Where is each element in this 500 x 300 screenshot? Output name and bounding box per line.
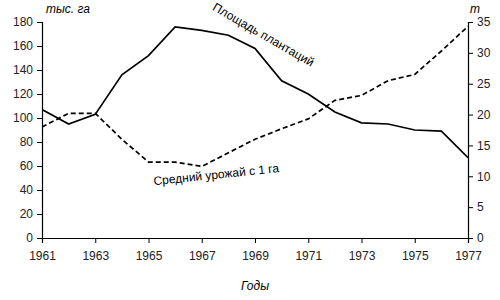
- tick-mark: [468, 207, 473, 208]
- tick-mark: [468, 238, 473, 239]
- tick-label: 15: [477, 139, 491, 153]
- lines: [42, 26, 468, 166]
- tick-mark: [468, 176, 473, 177]
- tick-label: 100: [13, 111, 33, 125]
- tick-label: 10: [477, 170, 491, 184]
- axis-line: [43, 239, 469, 244]
- tick-label: 1975: [402, 249, 429, 263]
- tick-mark: [468, 53, 473, 54]
- tick: 1967: [189, 238, 216, 263]
- tick-mark: [202, 238, 203, 243]
- y-axis: 0 20 40 60 80 100 120 140 160 180: [13, 15, 43, 245]
- tick-mark: [149, 238, 150, 243]
- tick: 1961: [29, 238, 56, 263]
- tick: 1975: [402, 238, 429, 263]
- y2-axis: 0 5 10 15 20 25 30 35: [468, 15, 491, 245]
- tick: 5: [468, 200, 484, 214]
- tick-label: 1965: [136, 249, 163, 263]
- tick: 140: [13, 63, 42, 77]
- tick: 1971: [295, 238, 322, 263]
- tick-mark: [415, 238, 416, 243]
- axis-line: [37, 23, 43, 239]
- tick: 1969: [242, 238, 269, 263]
- tick: 180: [13, 15, 42, 29]
- tick: 60: [20, 159, 42, 173]
- tick-mark: [37, 70, 42, 71]
- tick: 35: [468, 15, 491, 29]
- tick-label: 1963: [82, 249, 109, 263]
- tick: 25: [468, 77, 491, 91]
- tick-label: 1967: [189, 249, 216, 263]
- tick: 120: [13, 87, 42, 101]
- tick-mark: [95, 238, 96, 243]
- tick-label: 140: [13, 63, 33, 77]
- series-label: Площадь плантаций: [210, 0, 316, 69]
- tick-label: 35: [477, 15, 491, 29]
- tick: 40: [20, 183, 42, 197]
- tick: 80: [20, 135, 42, 149]
- series-label: Средний урожай с 1 га: [153, 161, 280, 188]
- tick: 1963: [82, 238, 109, 263]
- tick-label: 1977: [455, 249, 482, 263]
- chart: 1961 1963 1965 1967 1969 1971 1973 1975 1977 0 20 4…: [0, 0, 500, 300]
- y-axis-title: тыс. га: [46, 2, 90, 16]
- tick-mark: [468, 22, 473, 23]
- tick-label: 5: [477, 200, 484, 214]
- tick-label: 30: [477, 46, 491, 60]
- tick: 160: [13, 39, 42, 53]
- plot: 1961 1963 1965 1967 1969 1971 1973 1975 1977 0 20 4…: [13, 0, 491, 263]
- tick: 0: [468, 231, 484, 245]
- tick: 30: [468, 46, 491, 60]
- tick-label: 25: [477, 77, 491, 91]
- tick: 20: [20, 207, 42, 221]
- tick-label: 60: [20, 159, 34, 173]
- x-axis-title: Годы: [241, 279, 269, 293]
- tick-mark: [37, 46, 42, 47]
- tick-label: 1969: [242, 249, 269, 263]
- tick-label: 160: [13, 39, 33, 53]
- tick-label: 0: [26, 231, 33, 245]
- tick-label: 20: [477, 108, 491, 122]
- series-line: [42, 27, 468, 158]
- tick-label: 0: [477, 231, 484, 245]
- tick-label: 40: [20, 183, 34, 197]
- tick-label: 1973: [349, 249, 376, 263]
- tick: 1965: [136, 238, 163, 263]
- tick-label: 80: [20, 135, 34, 149]
- tick-label: 1971: [295, 249, 322, 263]
- tick: 1973: [349, 238, 376, 263]
- tick-label: 180: [13, 15, 33, 29]
- tick: 15: [468, 139, 491, 153]
- tick-label: 120: [13, 87, 33, 101]
- tick: 20: [468, 108, 491, 122]
- tick-mark: [37, 238, 42, 239]
- tick-mark: [255, 238, 256, 243]
- series-line: [42, 26, 468, 166]
- tick-mark: [37, 118, 42, 119]
- tick-mark: [468, 145, 473, 146]
- tick-label: 1961: [29, 249, 56, 263]
- x-axis: 1961 1963 1965 1967 1969 1971 1973 1975 1977: [29, 238, 482, 263]
- tick: 100: [13, 111, 42, 125]
- tick-mark: [37, 190, 42, 191]
- tick-mark: [308, 238, 309, 243]
- tick-mark: [362, 238, 363, 243]
- tick-mark: [37, 94, 42, 95]
- y2-axis-title: т: [470, 2, 480, 16]
- tick-mark: [37, 166, 42, 167]
- axis-line: [469, 23, 474, 239]
- tick: 10: [468, 170, 491, 184]
- tick-mark: [37, 142, 42, 143]
- tick-mark: [468, 84, 473, 85]
- tick-label: 20: [20, 207, 34, 221]
- tick-mark: [468, 115, 473, 116]
- tick: 0: [26, 231, 42, 245]
- tick-mark: [37, 214, 42, 215]
- tick-mark: [37, 22, 42, 23]
